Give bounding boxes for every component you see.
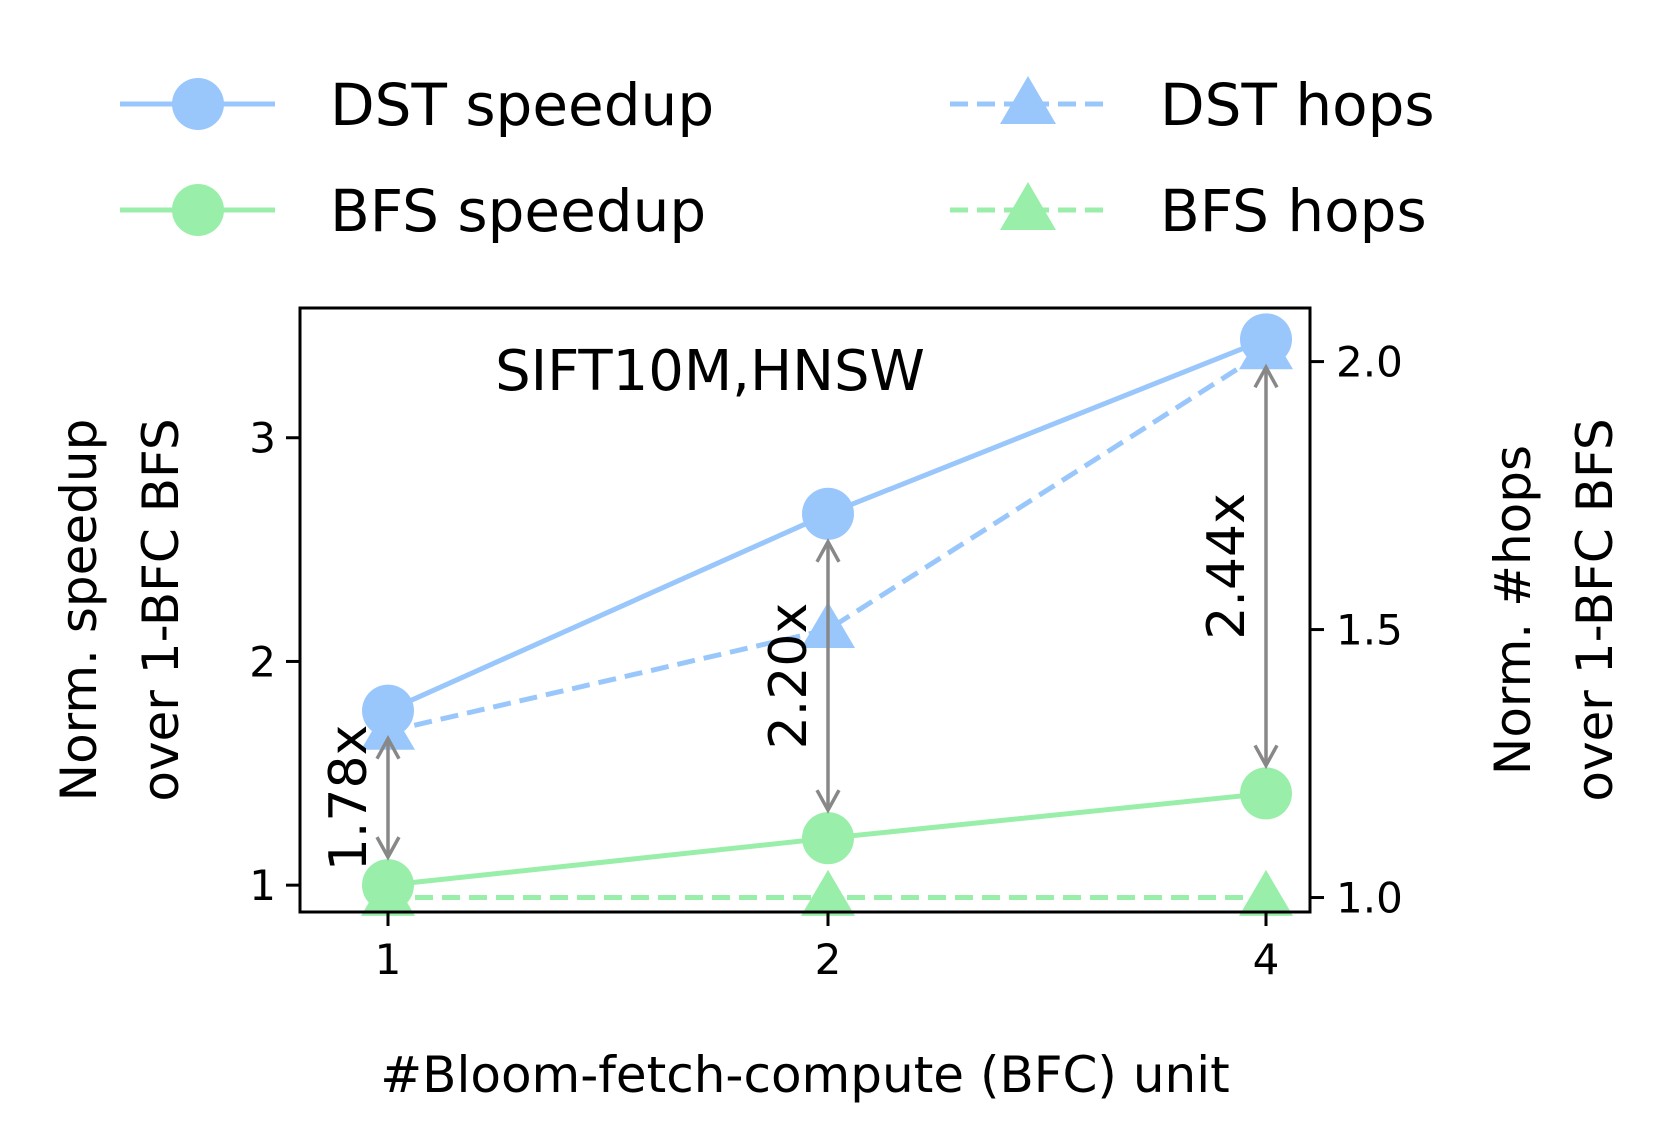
chart-title: SIFT10M,HNSW <box>495 339 925 404</box>
x-tick-label-1: 1 <box>375 935 402 984</box>
point-bfs-hops-4 <box>1239 869 1293 916</box>
point-bfs-speedup-4 <box>1240 767 1292 820</box>
annotation-arrow-head-top-2 <box>815 538 841 563</box>
legend-marker-dst-hops <box>1000 76 1056 124</box>
y-left-axis-label-line-2: over 1-BFC BFS <box>132 418 190 801</box>
point-dst-hops-4 <box>1239 323 1293 370</box>
plot-frame <box>298 306 1312 914</box>
point-bfs-speedup-2 <box>802 812 854 865</box>
legend-entry-dst-hops: DST hops <box>950 71 1435 139</box>
annotation-arrow-head-top-4 <box>1253 363 1279 389</box>
legend-label-bfs-hops: BFS hops <box>1160 177 1427 245</box>
legend-label-dst-hops: DST hops <box>1160 71 1435 139</box>
legend-marker-dst-speedup <box>172 78 224 130</box>
legend-entry-bfs-speedup: BFS speedup <box>120 177 706 245</box>
point-bfs-hops-2 <box>801 869 855 916</box>
point-dst-hops-1 <box>361 703 415 750</box>
annotation-arrow-head-bottom-1 <box>375 836 401 861</box>
y-left-tick-label-2: 2 <box>249 637 276 686</box>
annotation-arrow-head-bottom-4 <box>1253 744 1279 770</box>
annotation-arrow-head-bottom-2 <box>815 789 841 814</box>
legend-label-bfs-speedup: BFS speedup <box>330 177 706 245</box>
x-axis-label: #Bloom-fetch-compute (BFC) unit <box>380 1046 1229 1104</box>
y-right-tick-label-1.0: 1.0 <box>1336 874 1403 923</box>
axes: 1 2 4 1 2 3 1.0 1.5 2.0 <box>249 306 1403 984</box>
annotation-label-4: 2.44x <box>1197 493 1257 640</box>
legend-entry-bfs-hops: BFS hops <box>950 177 1427 245</box>
point-bfs-hops-1 <box>361 869 415 916</box>
y-right-axis-label-line-1: Norm. #hops <box>1484 445 1542 775</box>
legend-marker-bfs-hops <box>1000 182 1056 230</box>
legend-entry-dst-speedup: DST speedup <box>120 71 714 139</box>
y-left-tick-label-1: 1 <box>249 861 276 910</box>
legend-marker-bfs-speedup <box>172 184 224 236</box>
x-tick-label-4: 4 <box>1253 935 1280 984</box>
y-right-axis-label-line-2: over 1-BFC BFS <box>1566 418 1624 801</box>
plot-area: 1.78x 2.20x 2.44x <box>319 313 1293 916</box>
annotation-label-1: 1.78x <box>319 725 379 872</box>
legend: DST speedup BFS speedup DST hops BFS hops <box>120 71 1435 245</box>
annotation-label-2: 2.20x <box>759 603 819 750</box>
legend-label-dst-speedup: DST speedup <box>330 71 714 139</box>
y-right-tick-label-2.0: 2.0 <box>1336 338 1403 387</box>
series-line-dst-hops <box>387 348 1268 734</box>
x-tick-label-2: 2 <box>815 935 842 984</box>
y-right-tick-label-1.5: 1.5 <box>1336 606 1403 655</box>
point-dst-speedup-2 <box>802 487 854 540</box>
annotation-arrow-1 <box>375 735 401 861</box>
annotation-arrow-head-top-1 <box>375 735 401 760</box>
annotation-arrow-2 <box>815 538 841 814</box>
y-left-axis-label-line-1: Norm. speedup <box>50 419 108 802</box>
y-left-tick-label-3: 3 <box>249 414 276 463</box>
annotation-arrow-4 <box>1253 363 1279 770</box>
